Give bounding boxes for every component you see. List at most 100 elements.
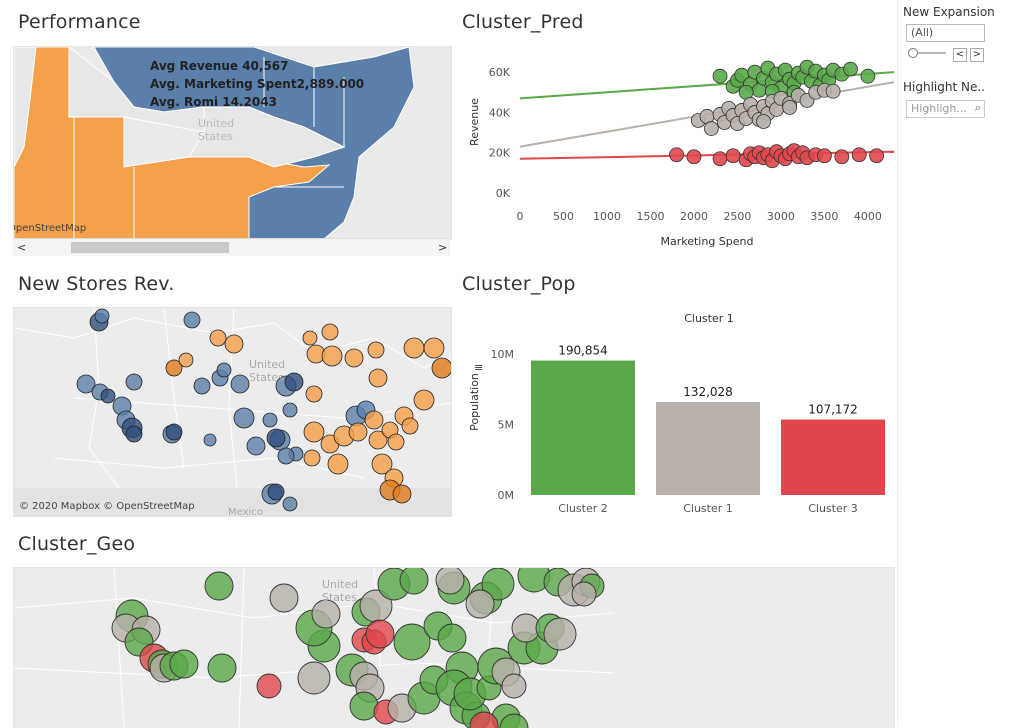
geo-cluster-bubble[interactable] <box>399 568 429 595</box>
store-bubble[interactable] <box>125 425 143 443</box>
store-bubble[interactable] <box>431 357 451 379</box>
geo-cluster-bubble[interactable] <box>365 619 395 649</box>
bar[interactable] <box>531 360 635 495</box>
store-bubble[interactable] <box>233 407 255 429</box>
store-bubble[interactable] <box>183 311 201 329</box>
scroll-left-icon[interactable]: < <box>17 241 27 254</box>
geo-cluster-bubble[interactable] <box>256 673 282 699</box>
geo-cluster-bubble[interactable] <box>204 571 234 601</box>
store-bubble[interactable] <box>266 428 286 448</box>
store-bubble[interactable] <box>284 372 304 392</box>
store-bubble[interactable] <box>364 410 384 430</box>
search-icon[interactable]: ⌕ <box>974 101 981 114</box>
store-bubble[interactable] <box>413 389 435 411</box>
scatter-point[interactable] <box>834 149 850 165</box>
geo-cluster-bubble[interactable] <box>543 617 577 651</box>
store-bubble[interactable] <box>321 323 339 341</box>
store-bubble[interactable] <box>348 422 368 442</box>
scatter-point[interactable] <box>825 83 841 99</box>
store-bubble[interactable] <box>100 388 116 404</box>
horizontal-scrollbar[interactable]: < > <box>13 238 450 256</box>
store-bubble[interactable] <box>305 385 323 403</box>
store-bubble[interactable] <box>230 374 250 394</box>
scatter-point[interactable] <box>725 148 741 164</box>
prev-value-button[interactable]: < <box>953 48 967 62</box>
geo-cluster-bubble[interactable] <box>469 711 499 728</box>
cluster-pred-scatter-chart[interactable]: 0 500 1000 1500 2000 2500 3000 3500 4000 0K 20K 40… <box>462 40 894 255</box>
store-bubble[interactable] <box>303 421 325 443</box>
geo-cluster-bubble[interactable] <box>437 623 467 653</box>
store-bubble[interactable] <box>165 359 183 377</box>
store-bubble[interactable] <box>282 496 298 512</box>
scatter-point[interactable] <box>782 99 798 115</box>
filter-slider-track[interactable] <box>910 52 946 54</box>
geo-cluster-bubble[interactable] <box>207 653 237 683</box>
new-stores-map[interactable]: United States Mexico © 2020 Mapbox © Ope… <box>13 307 452 517</box>
store-bubble[interactable] <box>392 484 412 504</box>
scatter-point[interactable] <box>817 148 832 164</box>
store-bubble[interactable] <box>277 447 295 465</box>
store-bubble[interactable] <box>125 373 143 391</box>
geo-cluster-bubble[interactable] <box>465 589 495 619</box>
scatter-point[interactable] <box>869 148 885 164</box>
sort-icon[interactable]: ≡ <box>474 361 483 374</box>
new-expansion-select[interactable]: (All) <box>906 24 985 42</box>
store-bubble[interactable] <box>282 402 298 418</box>
geo-cluster-bubble[interactable] <box>269 583 299 613</box>
cluster-pop-bar-chart[interactable]: Cluster 1 0M 5M 10M 190,854 Cluster 2 132,02… <box>462 305 894 517</box>
store-bubble[interactable] <box>368 430 388 450</box>
store-bubble[interactable] <box>246 436 266 456</box>
scatter-point[interactable] <box>712 151 728 167</box>
store-bubble[interactable] <box>368 368 388 388</box>
scroll-thumb[interactable] <box>71 242 229 253</box>
store-bubble[interactable] <box>387 433 405 451</box>
scatter-point[interactable] <box>686 149 702 165</box>
store-bubble[interactable] <box>367 341 385 359</box>
store-bubble[interactable] <box>371 453 393 475</box>
store-bubble[interactable] <box>302 330 318 346</box>
cluster-geo-map-svg[interactable] <box>14 568 894 728</box>
geo-cluster-bubble[interactable] <box>499 713 529 728</box>
store-bubble[interactable] <box>209 329 227 347</box>
filter-slider-handle[interactable] <box>908 48 918 58</box>
store-bubble[interactable] <box>193 377 211 395</box>
store-bubble[interactable] <box>203 433 217 447</box>
store-bubble[interactable] <box>344 348 364 368</box>
store-bubble[interactable] <box>76 374 96 394</box>
store-bubble[interactable] <box>216 362 232 378</box>
geo-cluster-bubble[interactable] <box>501 673 527 699</box>
store-bubble[interactable] <box>321 345 343 367</box>
store-bubble[interactable] <box>262 412 278 428</box>
performance-map[interactable]: United States Avg Revenue 40,567 Avg. Ma… <box>13 46 452 240</box>
scroll-right-icon[interactable]: > <box>438 241 448 254</box>
geo-cluster-bubble[interactable] <box>571 581 597 607</box>
geo-cluster-bubble[interactable] <box>435 568 465 595</box>
geo-cluster-bubble[interactable] <box>349 691 379 721</box>
next-value-button[interactable]: > <box>970 48 984 62</box>
store-bubble[interactable] <box>401 417 419 435</box>
scatter-point[interactable] <box>703 121 719 136</box>
store-bubble[interactable] <box>327 453 349 475</box>
store-bubble[interactable] <box>165 423 183 441</box>
store-bubble[interactable] <box>423 337 445 359</box>
geo-cluster-bubble[interactable] <box>297 661 331 695</box>
bar[interactable] <box>781 419 885 495</box>
store-bubble[interactable] <box>403 337 425 359</box>
bar[interactable] <box>656 402 760 495</box>
geo-cluster-bubble[interactable] <box>481 568 515 601</box>
store-bubble[interactable] <box>178 352 194 368</box>
store-bubble[interactable] <box>303 449 321 467</box>
store-bubble[interactable] <box>224 334 244 354</box>
scatter-point[interactable] <box>756 114 771 129</box>
scatter-point[interactable] <box>843 61 858 77</box>
store-bubble[interactable] <box>267 483 285 501</box>
scatter-point[interactable] <box>860 68 876 84</box>
geo-cluster-bubble[interactable] <box>169 649 199 679</box>
highlight-input[interactable]: Highligh... ⌕ <box>906 100 985 118</box>
store-bubble[interactable] <box>94 308 110 324</box>
scatter-point[interactable] <box>851 147 867 163</box>
scatter-point[interactable] <box>669 147 684 163</box>
geo-cluster-bubble[interactable] <box>311 599 341 629</box>
new-stores-map-svg[interactable] <box>14 308 451 516</box>
scatter-point[interactable] <box>712 68 728 84</box>
